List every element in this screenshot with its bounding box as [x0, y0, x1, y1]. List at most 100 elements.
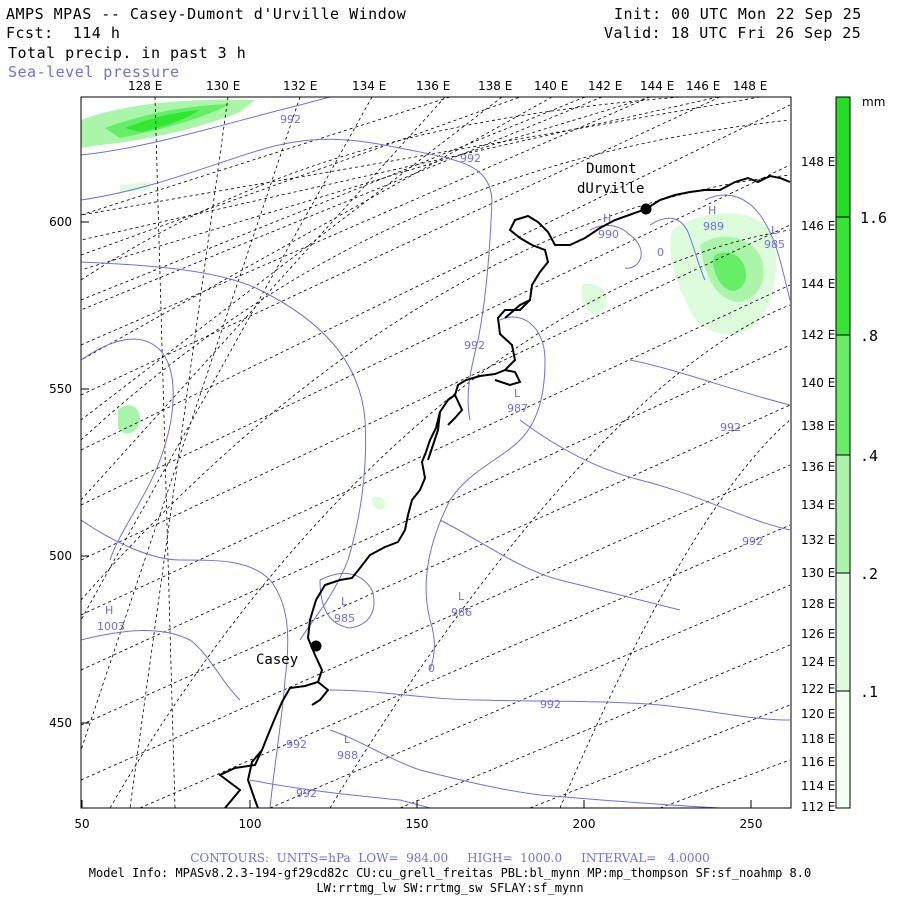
lon-label: 148 E: [801, 155, 835, 169]
top-longitude-labels: 128 E 130 E 132 E 134 E 136 E 138 E 140 …: [128, 79, 767, 93]
lon-label: 136 E: [801, 460, 835, 474]
lon-label: 128 E: [801, 597, 835, 611]
high-marker: H: [708, 204, 716, 217]
lon-label: 132 E: [801, 533, 835, 547]
x-tick-label: 200: [573, 817, 596, 831]
lon-label: 118 E: [801, 732, 835, 746]
lon-label: 146 E: [801, 219, 835, 233]
low-value: 985: [764, 238, 785, 251]
lon-label: 132 E: [283, 79, 317, 93]
map-title: AMPS MPAS -- Casey-Dumont d'Urville Wind…: [6, 5, 407, 23]
casey-station-marker: [310, 640, 322, 652]
y-tick-label: 550: [49, 382, 72, 396]
colorbar-segment: [836, 455, 850, 573]
x-tick-label: 250: [740, 817, 763, 831]
low-marker: L: [458, 590, 465, 603]
high-marker: H: [105, 604, 113, 617]
dumont-label-line2: dUrville: [577, 181, 644, 197]
low-value: 985: [334, 612, 355, 625]
contour-label: 992: [540, 698, 561, 711]
low-value: 986: [451, 606, 472, 619]
high-value: 989: [703, 220, 724, 233]
lon-label: 136 E: [416, 79, 450, 93]
colorbar-segment: [836, 217, 850, 335]
x-axis-labels: 50 100 150 200 250: [74, 817, 762, 831]
y-tick-label: 600: [49, 215, 72, 229]
contour-label: 992: [280, 113, 301, 126]
lon-label: 142 E: [588, 79, 622, 93]
high-marker: H: [603, 212, 611, 225]
lon-label: 112 E: [801, 800, 835, 814]
lon-label: 124 E: [801, 655, 835, 669]
lon-label: 120 E: [801, 707, 835, 721]
lon-label: 138 E: [801, 419, 835, 433]
contour-label: 992: [286, 738, 307, 751]
low-marker: L: [514, 387, 521, 400]
y-axis-labels: 600 550 500 450: [49, 215, 72, 730]
contour-label: 0: [428, 662, 435, 675]
forecast-hour: Fcst: 114 h: [6, 24, 121, 42]
low-value: 987: [507, 402, 528, 415]
contour-info: CONTOURS: UNITS=hPa LOW= 984.00 HIGH= 10…: [190, 851, 710, 865]
lon-label: 122 E: [801, 682, 835, 696]
lon-label: 148 E: [733, 79, 767, 93]
precip-shading: [81, 99, 777, 510]
high-value: 1003: [97, 620, 125, 633]
lon-label: 146 E: [686, 79, 720, 93]
colorbar-label: .2: [860, 565, 878, 583]
high-value: 990: [598, 228, 619, 241]
latlon-grid: [81, 97, 791, 808]
lon-label: 130 E: [801, 566, 835, 580]
dumont-label-line1: Dumont: [586, 161, 637, 177]
y-tick-label: 450: [49, 716, 72, 730]
slp-contours: [81, 97, 791, 808]
low-marker: L: [341, 595, 348, 608]
contour-label: 0: [657, 246, 664, 259]
dumont-station-marker: [640, 203, 652, 215]
low-value: 988: [337, 749, 358, 762]
model-info-line2: LW:rrtmg_lw SW:rrtmg_sw SFLAY:sf_mynn: [316, 881, 584, 895]
lon-label: 134 E: [801, 498, 835, 512]
colorbar-segment: [836, 97, 850, 217]
contour-label: 992: [460, 152, 481, 165]
lon-label: 138 E: [478, 79, 512, 93]
lon-label: 140 E: [534, 79, 568, 93]
contour-label: 992: [720, 421, 741, 434]
lon-label: 126 E: [801, 627, 835, 641]
contour-label: 992: [464, 339, 485, 352]
colorbar-unit: mm: [862, 95, 885, 109]
right-longitude-labels: 148 E 146 E 144 E 142 E 140 E 138 E 136 …: [801, 155, 835, 814]
x-axis-ticks: [81, 800, 752, 808]
lon-label: 140 E: [801, 376, 835, 390]
lon-label: 114 E: [801, 779, 835, 793]
colorbar-segment: [836, 335, 850, 455]
lon-label: 134 E: [352, 79, 386, 93]
pressure-labels: 992 992 H 990 H 989 L 985 0 992 L 987 99…: [97, 113, 785, 800]
model-info: Model Info: MPASv8.2.3-194-gf29cd82c CU:…: [88, 866, 812, 880]
precip-colorbar: mm 1.6 .8 .4 .2 .1: [835, 95, 887, 809]
lon-label: 116 E: [801, 755, 835, 769]
valid-time: Valid: 18 UTC Fri 26 Sep 25: [604, 24, 862, 42]
contour-label: 992: [296, 787, 317, 800]
colorbar-segment: [836, 691, 850, 808]
init-time: Init: 00 UTC Mon 22 Sep 25: [614, 5, 862, 23]
field-name: Total precip. in past 3 h: [8, 44, 247, 62]
colorbar-label: .1: [860, 683, 878, 701]
colorbar-segment: [836, 573, 850, 691]
overlay-name: Sea-level pressure: [8, 63, 180, 81]
coastline: [218, 174, 791, 808]
x-tick-label: 50: [74, 817, 89, 831]
y-axis-ticks: [81, 221, 89, 724]
y-tick-label: 500: [49, 549, 72, 563]
lon-label: 128 E: [128, 79, 162, 93]
plot-frame: [80, 96, 792, 809]
lon-label: 144 E: [640, 79, 674, 93]
x-tick-label: 100: [239, 817, 262, 831]
colorbar-label: 1.6: [860, 209, 887, 227]
lon-label: 130 E: [206, 79, 240, 93]
colorbar-label: .4: [860, 447, 878, 465]
colorbar-label: .8: [860, 327, 878, 345]
x-tick-label: 150: [406, 817, 429, 831]
low-marker: L: [344, 733, 351, 746]
